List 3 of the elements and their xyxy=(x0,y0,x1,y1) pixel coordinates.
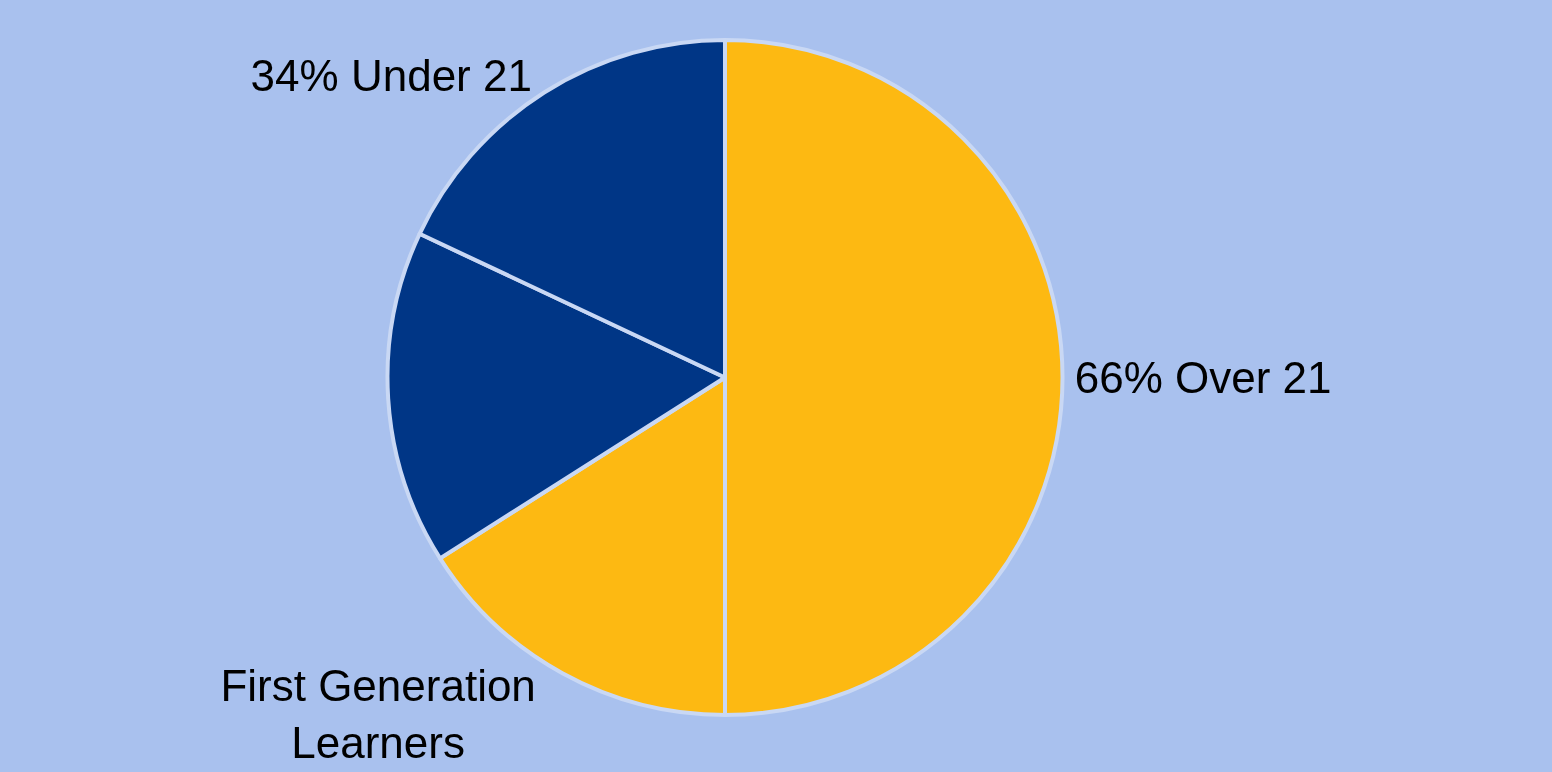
slice-label: 34% Under 21 xyxy=(250,50,532,100)
slice-label: 66% Over 21 xyxy=(1074,353,1332,402)
slice-label: First Generation Learners xyxy=(220,660,536,768)
